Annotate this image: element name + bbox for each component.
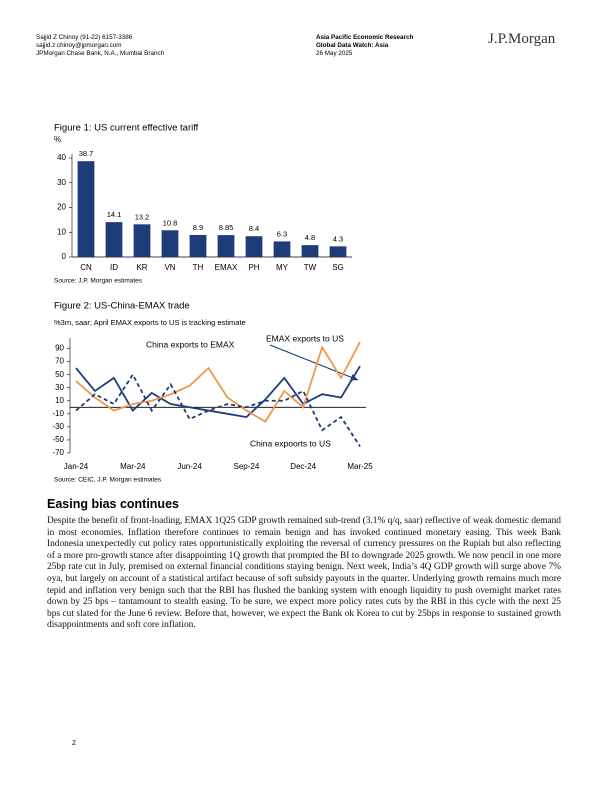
department: Asia Pacific Economic Research [316,34,414,41]
chart-source: Source: CEIC, J.P. Morgan estimates [54,477,162,484]
series-annotation: China expoorts to US [250,438,331,448]
bar [217,235,235,257]
bar [105,222,123,257]
data-label: 6.3 [277,229,287,238]
x-tick-label: Jun-24 [177,462,202,471]
branch: JPMorgan Chase Bank, N.A., Mumbai Branch [36,50,165,57]
date: 26 May 2025 [316,50,353,57]
bar [273,241,291,257]
x-tick-label: TH [193,263,204,272]
y-tick-label: -30 [52,422,64,431]
data-label: 4.3 [333,234,343,243]
x-tick-label: EMAX [215,263,238,272]
y-tick-label: 70 [55,357,64,366]
y-tick-label: 30 [55,383,64,392]
logo: J.P.Morgan [488,31,556,47]
publication-block: Asia Pacific Economic Research Global Da… [316,34,413,58]
y-tick-label: 90 [55,344,64,353]
chart-title: Figure 1: US current effective tariff [54,123,199,134]
x-tick-label: ID [110,263,118,272]
x-tick-label: CN [80,263,92,272]
series-line [75,341,361,423]
body-text: Despite the benefit of front-loading, EM… [47,516,561,631]
x-tick-label: Sep-24 [234,462,260,471]
bar [161,230,179,257]
x-tick-label: Mar-24 [120,462,146,471]
publication: Global Data Watch: Asia [316,42,389,49]
email: sajjid.z.chinoy@jpmorgan.com [36,42,122,49]
chart-subtitle: %3m, saar; April EMAX exports to US is t… [54,318,246,327]
x-tick-label: TW [304,263,317,272]
bar [133,224,151,257]
chart-source: Source: J.P. Morgan estimates [54,278,143,285]
bar [245,236,263,257]
y-tick-label: -10 [52,409,64,418]
y-tick-label: 40 [57,153,66,162]
data-label: 8.9 [193,223,203,232]
data-label: 38.7 [79,149,94,158]
data-label: 8.4 [249,224,259,233]
x-tick-label: PH [248,263,259,272]
bar [77,161,95,257]
y-tick-label: 30 [57,178,66,187]
y-tick-label: -50 [52,435,64,444]
bar [301,245,319,257]
series-annotation: EMAX exports to US [266,333,344,343]
x-tick-label: Dec-24 [290,462,316,471]
data-label: 4.8 [305,233,315,242]
y-tick-label: 10 [55,396,64,405]
y-axis-label: % [54,135,61,144]
x-tick-label: Jan-24 [64,462,89,471]
x-tick-label: VN [164,263,175,272]
page-number: 2 [72,740,76,747]
series-annotation: China exports to EMAX [146,339,235,349]
x-tick-label: Mar-25 [347,462,373,471]
section-heading: Easing bias continues [47,497,179,511]
x-tick-label: KR [136,263,147,272]
author-block: Sajjid Z Chinoy (91-22) 6157-3386 sajjid… [36,34,164,58]
series-line [75,365,361,419]
bar [329,246,347,257]
data-label: 14.1 [107,210,122,219]
y-tick-label: 0 [62,252,67,261]
author: Sajjid Z Chinoy (91-22) 6157-3386 [36,34,133,41]
x-tick-label: MY [276,263,289,272]
chart-title: Figure 2: US-China-EMAX trade [54,301,190,312]
y-tick-label: 10 [57,227,66,236]
series-line [75,372,361,447]
y-tick-label: 50 [55,370,64,379]
data-label: 13.2 [135,212,150,221]
y-tick-label: 20 [57,203,66,212]
bar [189,234,207,257]
data-label: 8.85 [219,223,234,232]
data-label: 10.8 [163,218,178,227]
x-tick-label: SG [332,263,344,272]
y-tick-label: -70 [52,448,64,457]
